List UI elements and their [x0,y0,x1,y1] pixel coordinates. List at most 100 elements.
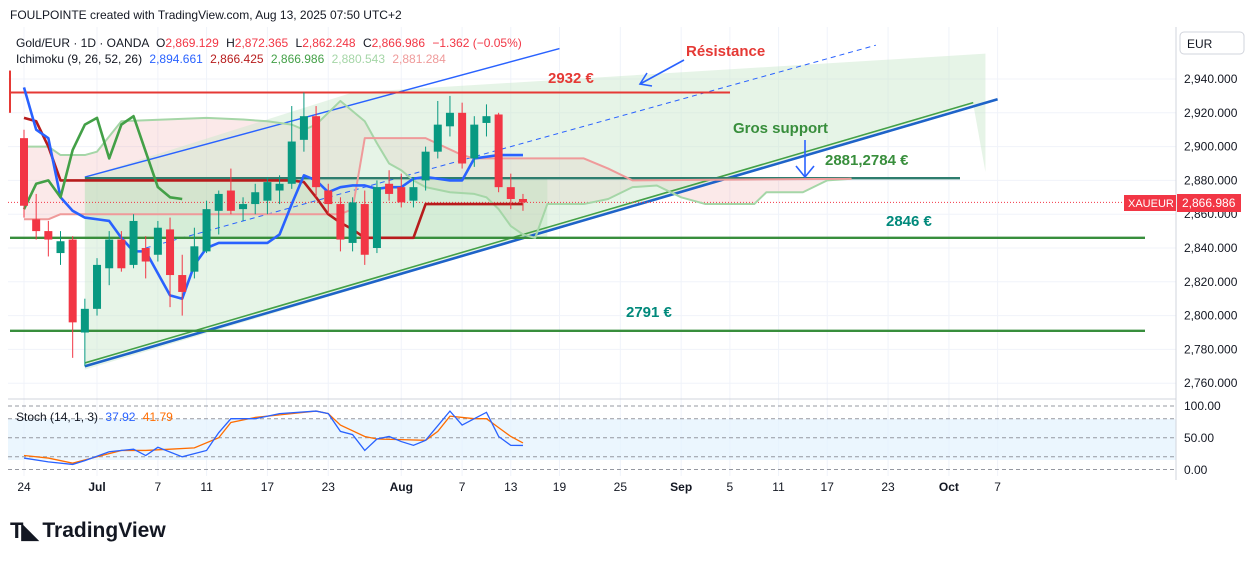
ichimoku-span-b [24,137,852,221]
x-tick-label: 24 [17,480,31,494]
candle [178,254,187,316]
x-tick-label: Sep [670,480,692,494]
stoch-legend: Stoch (14, 1, 3) 37.92 41.79 [16,410,173,424]
y-tick-label: 2,800.000 [1184,309,1238,323]
candle [494,112,503,193]
legend-ichimoku-row: Ichimoku (9, 26, 52, 26) 2,894.661 2,866… [16,52,446,66]
trendline-support [84,98,998,368]
tradingview-logo-text: TradingView [42,519,166,542]
candle [93,258,102,316]
x-tick-label: Oct [939,480,959,494]
x-tick-label: 17 [821,480,835,494]
support-arrow [795,140,815,179]
candle [482,104,491,137]
candle-body [20,138,28,206]
candle-body [470,124,479,159]
candle [105,231,114,286]
candle [445,95,454,137]
candle-body [93,264,102,309]
candle [32,193,41,240]
candle-body [421,151,430,181]
x-tick-label: 25 [614,480,628,494]
x-tick-label: 13 [504,480,518,494]
channel-fill [84,53,986,370]
candle-body [482,116,491,123]
candle [518,193,527,211]
x-tick-label: 11 [772,480,785,494]
x-tick-label: 7 [994,480,1001,494]
annotation-level-2846: 2846 € [886,213,933,230]
candle-body [275,183,284,191]
x-tick-label: 7 [459,480,466,494]
legend-ichimoku-kijun: 2,866.425 [210,52,264,66]
candle-body [518,198,527,203]
annotation-gros-support: Gros support [733,120,828,137]
candle [397,173,406,208]
stoch-tick-100: 100.00 [1184,399,1221,413]
stoch-band [8,419,1176,460]
candle-body [348,202,357,243]
ichimoku-tenkan [22,87,523,301]
candle-body [32,219,41,232]
legend-l-value: 2,862.248 [302,36,356,50]
candle-body [251,192,260,205]
channel-upper-line [84,47,560,178]
candle [80,298,89,367]
tradingview-logo-mark: T◣ [10,518,38,543]
tradingview-logo[interactable]: T◣ TradingView [10,518,166,544]
candle-body [372,187,381,248]
candle [129,214,138,269]
candle-body [445,112,454,127]
candle-body [178,275,187,292]
candle [348,197,357,252]
y-tick-label: 2,940.000 [1184,72,1238,86]
annotation-resistance: Résistance [686,43,765,60]
x-tick-label: 23 [322,480,336,494]
x-tick-label: 7 [155,480,162,494]
stoch-tick-50: 50.00 [1184,431,1214,445]
candle [421,146,430,191]
candle [433,100,442,159]
candle [275,175,284,205]
y-tick-label: 2,760.000 [1184,376,1238,390]
candle-body [68,239,77,323]
candle [287,106,296,189]
candle-body [202,209,211,252]
candle [141,236,150,279]
candle [506,173,515,210]
y-tick-label: 2,880.000 [1184,173,1238,187]
candle [409,177,418,208]
candle-body [263,182,272,201]
stoch-k-line [23,410,523,466]
legend-ichimoku-spanb: 2,881.284 [392,52,446,66]
candle [239,197,248,221]
candle-body [44,231,53,240]
annotation-level-2791: 2791 € [626,304,673,321]
annotation-level-2932: 2932 € [548,70,595,87]
stoch-label: Stoch (14, 1, 3) [16,410,98,424]
stoch-tick-0: 0.00 [1184,463,1208,477]
ichimoku-kijun [23,116,523,240]
candle-body [214,193,223,211]
y-tick-label: 2,920.000 [1184,106,1238,120]
legend-ichimoku-tenkan: 2,894.661 [149,52,203,66]
candle-body [409,187,418,201]
legend-l-label: L [296,36,303,50]
candle-body [153,227,162,255]
x-tick-label: 5 [727,480,734,494]
trendline-green [84,101,974,364]
candle-body [299,116,308,140]
candle [20,129,28,218]
candle [117,231,126,272]
price-badge-label: 2,866.986 [1182,196,1236,210]
x-tick-label: 23 [881,480,895,494]
symbol-badge-label: XAUEUR [1128,198,1174,210]
x-tick-label: 11 [200,480,213,494]
candle-body [105,239,114,269]
candle [166,217,175,308]
candle [470,116,479,167]
legend-ohlc-row: Gold/EUR · 1D · OANDA O2,869.129 H2,872.… [16,36,522,50]
currency-box[interactable] [1179,31,1245,55]
x-tick-label: 19 [553,480,567,494]
